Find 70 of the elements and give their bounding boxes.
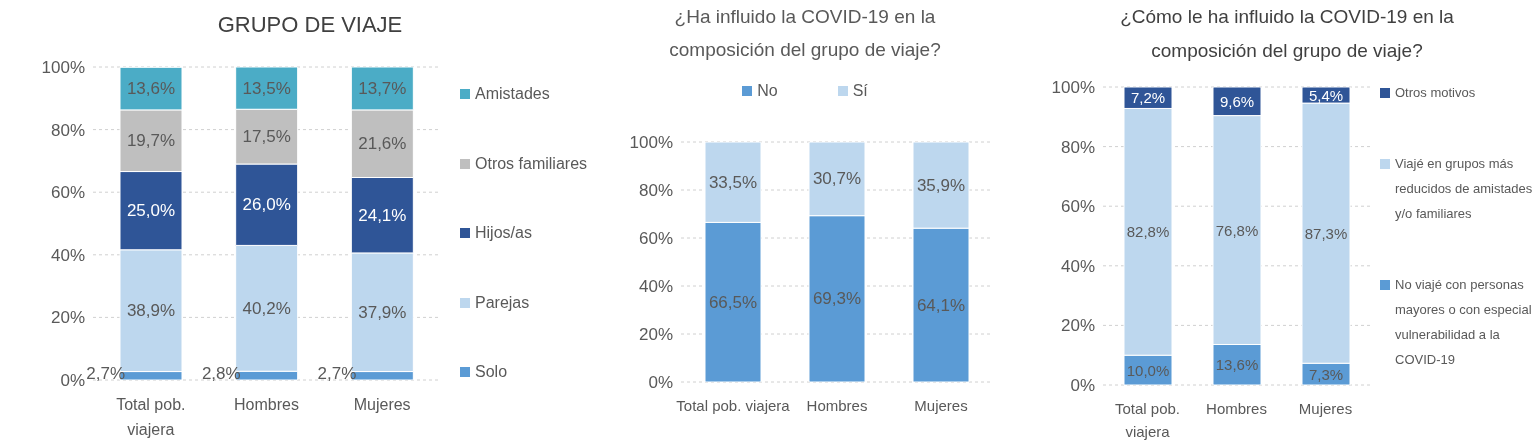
data-label: 64,1% — [916, 295, 966, 315]
data-label: 37,9% — [358, 302, 407, 322]
y-tick-label: 100% — [41, 58, 85, 78]
y-tick-label: 40% — [1060, 256, 1095, 276]
data-label: 2,8% — [201, 364, 241, 384]
x-tick-label: Hombres — [234, 396, 299, 413]
legend-label: Viajé en grupos más reducidos de amistades y/o familiares — [1395, 155, 1534, 223]
legend-label: Hijos/as — [475, 223, 532, 243]
data-label: 19,7% — [126, 131, 176, 151]
data-label: 25,0% — [126, 201, 176, 221]
x-tick-label: Mujeres — [914, 397, 968, 414]
x-tick-label: Total pob. viajera — [1114, 400, 1181, 441]
data-label: 69,3% — [812, 289, 862, 309]
y-tick-label: 20% — [638, 325, 673, 345]
legend-label: Solo — [475, 362, 508, 382]
data-label: 13,6% — [1215, 356, 1259, 374]
legend-label: Amistades — [475, 84, 550, 104]
data-label: 13,6% — [126, 79, 176, 99]
data-label: 33,5% — [708, 172, 758, 192]
legend-label: Otros familiares — [475, 153, 588, 174]
y-tick-label: 0% — [648, 373, 673, 393]
data-label: 40,2% — [242, 298, 291, 318]
data-label: 38,9% — [126, 301, 176, 321]
x-tick-label: Hombres — [806, 397, 868, 414]
legend-label: Sí — [852, 81, 868, 101]
y-tick-label: 20% — [50, 308, 85, 328]
data-label: 66,5% — [708, 292, 758, 312]
y-tick-label: 40% — [638, 277, 673, 297]
legend-label: Otros motivos — [1395, 84, 1476, 102]
data-label: 35,9% — [916, 175, 966, 195]
data-label: 87,3% — [1304, 224, 1348, 242]
y-tick-label: 0% — [1070, 376, 1095, 396]
data-label: 5,4% — [1308, 86, 1344, 104]
y-tick-label: 60% — [1060, 197, 1095, 217]
data-label: 21,6% — [358, 134, 407, 154]
x-tick-label: Hombres — [1206, 400, 1267, 417]
data-label: 2,7% — [86, 364, 125, 384]
data-label: 30,7% — [812, 169, 862, 189]
data-label: 9,6% — [1219, 92, 1255, 110]
y-tick-label: 100% — [629, 133, 673, 153]
data-label: 76,8% — [1215, 221, 1259, 239]
data-label: 82,8% — [1126, 223, 1170, 241]
data-label: 24,1% — [358, 205, 407, 225]
y-tick-label: 20% — [1060, 316, 1095, 336]
y-tick-label: 80% — [1060, 137, 1095, 157]
y-tick-label: 0% — [60, 371, 85, 391]
data-label: 2,7% — [317, 364, 357, 384]
y-tick-label: 100% — [1051, 78, 1095, 98]
data-label: 7,2% — [1130, 89, 1166, 107]
x-tick-label: Total pob. viajera — [676, 397, 791, 414]
legend-label: Parejas — [475, 292, 530, 313]
data-label: 13,7% — [358, 78, 407, 98]
x-tick-label: Mujeres — [1298, 400, 1353, 417]
y-tick-label: 80% — [638, 181, 673, 201]
x-tick-label: Total pob. viajera — [116, 396, 186, 438]
legend-label: No — [757, 81, 778, 101]
data-label: 17,5% — [242, 127, 291, 147]
chart-title: GRUPO DE VIAJE — [216, 11, 404, 39]
y-tick-label: 40% — [50, 245, 85, 265]
y-tick-label: 60% — [50, 183, 85, 203]
chart-title: ¿Cómo le ha influido la COVID-19 en la composición del grupo de viaje? — [1119, 5, 1455, 63]
data-label: 7,3% — [1308, 365, 1344, 383]
chart-title: ¿Ha influido la COVID-19 en la composición del grupo de viaje? — [668, 5, 942, 62]
legend-label: No viajé con personas mayores o con especial vulnerabilidad a la COVID-19 — [1395, 276, 1533, 369]
data-label: 13,5% — [242, 78, 291, 98]
y-tick-label: 80% — [50, 120, 85, 140]
data-label: 10,0% — [1126, 361, 1170, 379]
y-tick-label: 60% — [638, 229, 673, 249]
data-label: 26,0% — [242, 195, 291, 215]
x-tick-label: Mujeres — [353, 396, 411, 413]
